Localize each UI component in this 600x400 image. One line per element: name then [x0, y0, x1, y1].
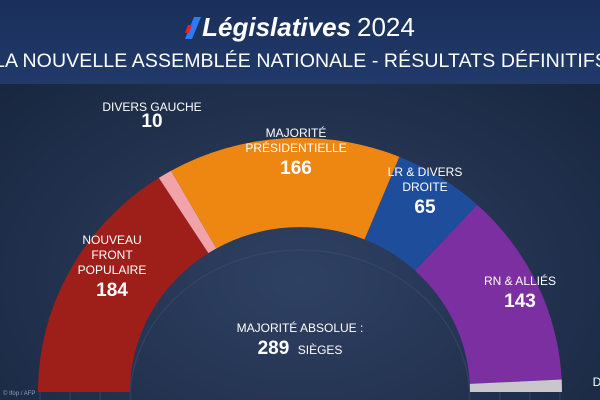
segment-dvg [158, 170, 217, 254]
value-ens: 166 [280, 158, 312, 179]
label-ens-line-0: MAJORITÉ [266, 125, 327, 140]
segment-nfp [37, 177, 209, 392]
label-others-line-0: D [593, 375, 600, 389]
value-rn: 143 [504, 291, 536, 312]
majority-unit: SIÈGES [298, 342, 343, 357]
label-nfp-line-2: POPULAIRE [78, 263, 147, 277]
brand-letter: L [202, 12, 219, 42]
label-nfp-line-0: NOUVEAU [82, 233, 141, 247]
page-subtitle: LA NOUVELLE ASSEMBLÉE NATIONALE - RÉSULT… [0, 50, 600, 72]
label-ens-line-1: PRÉSIDENTIELLE [245, 140, 346, 155]
segment-ens [171, 137, 400, 249]
label-nfp-line-1: FRONT [91, 248, 133, 262]
majority-value-line: 289 SIÈGES [258, 338, 343, 359]
label-rn-line-0: RN & ALLIÉS [484, 273, 556, 288]
segment-rn [415, 204, 562, 384]
brand-slash-icon [185, 17, 202, 39]
majority-label: MAJORITÉ ABSOLUE : [237, 320, 364, 335]
value-lr: 65 [414, 197, 436, 218]
label-lr-line-0: LR & DIVERS [388, 165, 463, 179]
segment-others [469, 379, 563, 392]
segment-lr [364, 156, 478, 271]
header-banner: Législatives 2024 LA NOUVELLE ASSEMBLÉE N… [0, 0, 600, 84]
majority-value: 289 [258, 338, 290, 359]
photo-credit: © Ifop / AFP [3, 391, 36, 397]
value-dvg: 10 [141, 111, 162, 132]
label-lr-line-1: DROITE [402, 180, 447, 194]
label-dvg-line-0: DIVERS GAUCHE [102, 100, 201, 114]
value-nfp: 184 [96, 280, 128, 301]
brand-year: 2024 [357, 12, 415, 42]
brand-title: Législatives 2024 [0, 10, 600, 44]
brand-word: égislatives [218, 12, 352, 42]
